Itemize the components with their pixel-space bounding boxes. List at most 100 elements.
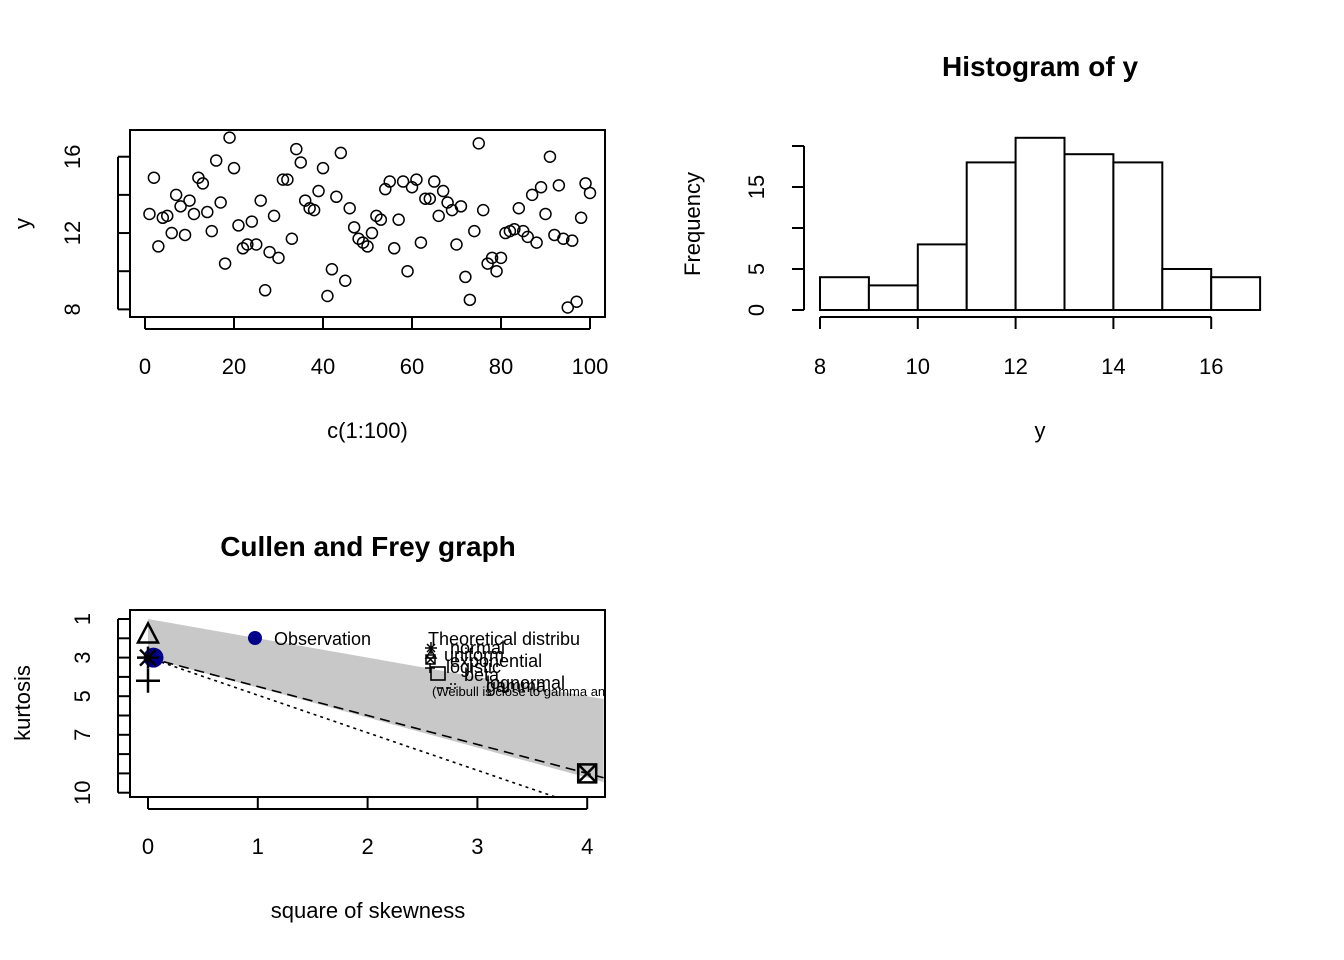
scatter-point — [534, 180, 548, 194]
histogram-bars — [819, 136, 1262, 312]
scatter-point — [187, 207, 201, 221]
y-tick-label: 5 — [70, 690, 95, 702]
y-tick-label: 15 — [744, 175, 769, 199]
scatter-point — [428, 175, 441, 188]
scatter-point — [436, 184, 450, 198]
scatter-point — [276, 173, 290, 186]
scatter-point — [250, 238, 263, 251]
scatter-point — [392, 213, 405, 226]
scatter-point — [343, 201, 356, 215]
scatter-point — [396, 175, 410, 188]
histogram-x-axis-label: y — [1035, 418, 1046, 443]
scatter-point — [583, 186, 597, 200]
x-tick-label: 100 — [572, 354, 609, 379]
scatter-point — [267, 209, 281, 223]
legend-note: (Weibull is close to gamma and lognormal… — [432, 684, 677, 699]
scatter-point — [468, 224, 481, 238]
x-tick-label: 10 — [906, 354, 930, 379]
scatter-point — [330, 190, 343, 204]
scatter-point — [419, 192, 432, 205]
y-tick-label: 8 — [60, 303, 85, 315]
scatter-point — [450, 238, 463, 251]
scatter-point — [232, 219, 245, 232]
legend-entry-logistic: logistic — [446, 657, 501, 677]
scatter-point — [361, 240, 374, 253]
scatter-point — [205, 224, 218, 238]
scatter-point — [325, 263, 339, 276]
x-tick-label: 8 — [814, 354, 826, 379]
legend-entry-exponential: exponential — [450, 651, 542, 671]
scatter-plot-frame — [129, 129, 606, 318]
scatter-point — [161, 209, 174, 223]
y-tick-label: 16 — [60, 144, 85, 168]
scatter-panel: c(1:100) y 0 20 40 60 80 100 8 12 16 — [10, 129, 608, 443]
scatter-point — [209, 154, 223, 167]
scatter-point — [476, 203, 490, 217]
scatter-point — [356, 236, 370, 249]
legend-group: Observation Theoretical distribunormaluni… — [248, 629, 677, 699]
scatter-point — [339, 274, 352, 287]
logistic-marker — [136, 668, 160, 693]
histogram-bar — [916, 243, 968, 311]
cullen-frey-legend: Observation Theoretical distribunormaluni… — [248, 629, 677, 699]
histogram-bar — [1210, 276, 1262, 312]
x-tick-label: 16 — [1199, 354, 1223, 379]
y-tick-label: 10 — [70, 780, 95, 804]
scatter-point — [530, 236, 543, 249]
scatter-point — [401, 264, 414, 278]
scatter-point — [370, 209, 383, 223]
scatter-point — [316, 161, 330, 175]
scatter-ticks: 0 20 40 60 80 100 8 12 16 — [60, 144, 608, 379]
scatter-point — [241, 238, 254, 251]
histogram-bar — [1014, 136, 1066, 311]
scatter-point — [263, 245, 276, 259]
cullen-frey-y-axis-label: kurtosis — [10, 665, 35, 741]
x-tick-label: 12 — [1003, 354, 1027, 379]
scatter-point — [258, 284, 272, 297]
scatter-point — [347, 221, 361, 234]
legend-entry-normal: normal — [450, 638, 505, 658]
scatter-y-axis-label: y — [10, 218, 35, 229]
scatter-point — [432, 209, 445, 223]
legend-entry-beta: beta — [464, 665, 500, 685]
histogram-bar — [819, 276, 870, 312]
scatter-point — [312, 184, 325, 198]
exponential-marker — [576, 763, 598, 784]
scatter-point — [196, 177, 210, 190]
x-tick-label: 80 — [489, 354, 513, 379]
y-tick-label: 0 — [744, 304, 769, 316]
scatter-point — [374, 213, 388, 226]
scatter-point — [565, 234, 579, 247]
histogram-title: Histogram of y — [942, 51, 1138, 82]
scatter-point — [539, 207, 552, 221]
y-tick-label: 5 — [744, 263, 769, 275]
legend-entry-lognormal: lognormal — [486, 673, 565, 693]
x-tick-label: 1 — [252, 834, 264, 859]
x-tick-label: 60 — [400, 354, 424, 379]
scatter-x-axis-label: c(1:100) — [327, 418, 408, 443]
gamma-line — [147, 656, 604, 779]
y-tick-label: 1 — [70, 613, 95, 625]
scatter-point — [143, 207, 156, 221]
cullen-frey-ticks: 0 1 2 3 4 1 3 5 7 10 — [70, 613, 593, 859]
histogram-bar — [965, 161, 1017, 311]
scatter-point — [508, 222, 521, 236]
scatter-point — [459, 270, 472, 284]
x-tick-label: 0 — [139, 354, 151, 379]
scatter-point — [294, 156, 307, 169]
scatter-point — [570, 295, 583, 308]
scatter-point — [169, 188, 183, 202]
normal-marker-stroke — [139, 648, 157, 667]
uniform-marker — [135, 620, 161, 644]
scatter-point — [334, 146, 348, 160]
scatter-point — [152, 240, 165, 253]
scatter-point — [281, 173, 294, 186]
scatter-point — [387, 242, 401, 255]
x-tick-label: 20 — [222, 354, 246, 379]
x-tick-label: 4 — [581, 834, 593, 859]
histogram-bar — [1161, 268, 1213, 311]
x-tick-label: 14 — [1101, 354, 1125, 379]
histogram-y-axis-label: Frequency — [680, 172, 705, 276]
scatter-point — [223, 131, 236, 144]
